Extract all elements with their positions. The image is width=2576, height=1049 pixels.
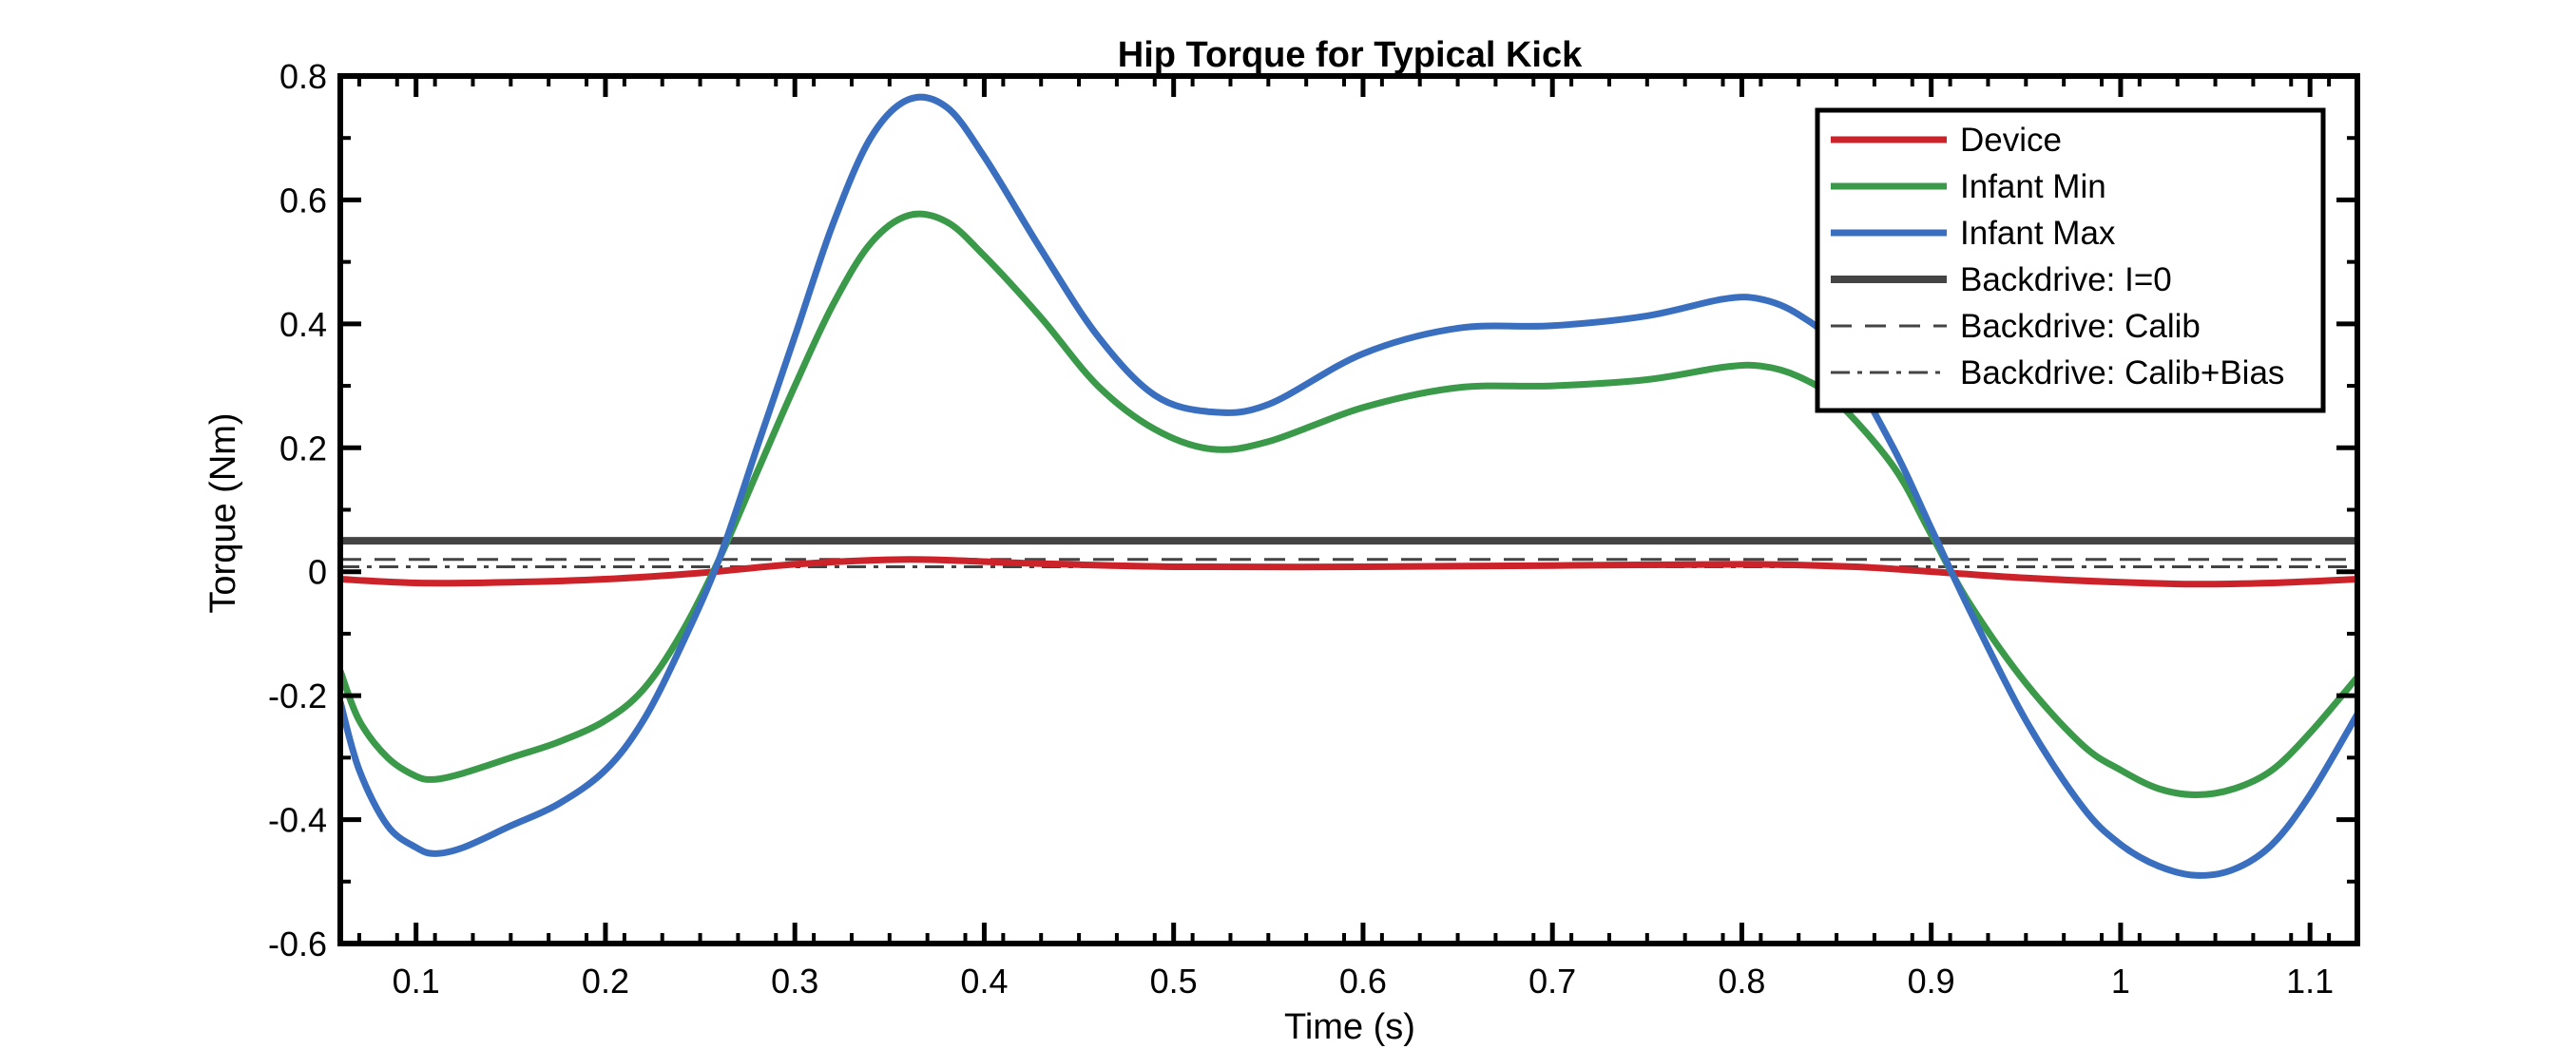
y-tick-label: 0.8 xyxy=(279,57,327,96)
series-line-device xyxy=(340,556,2357,588)
y-axis-label: Torque (Nm) xyxy=(203,412,243,613)
y-tick-label: 0.6 xyxy=(279,181,327,219)
legend-entry: Device xyxy=(1960,122,2062,159)
y-tick-label: -0.2 xyxy=(268,677,327,715)
x-axis-label: Time (s) xyxy=(1284,1007,1415,1047)
x-tick-label: 1.1 xyxy=(2286,962,2334,1001)
x-tick-label: 0.2 xyxy=(582,962,629,1001)
legend: Device Infant Min Infant Max Backdrive: I=0… xyxy=(1815,107,2326,413)
x-tick-label: 0.8 xyxy=(1718,962,1765,1001)
y-tick-label: -0.4 xyxy=(268,801,327,840)
plot-area xyxy=(340,93,2357,879)
x-tick-label: 0.4 xyxy=(960,962,1008,1001)
series-line-infant-min xyxy=(340,210,2357,798)
x-tick-label: 0.7 xyxy=(1528,962,1576,1001)
x-tick-label: 0.5 xyxy=(1150,962,1198,1001)
chart-title: Hip Torque for Typical Kick xyxy=(1118,35,1583,75)
x-tick-label: 0.6 xyxy=(1339,962,1387,1001)
legend-entry: Infant Min xyxy=(1960,168,2106,205)
axis-ticks: 0.1 0.2 0.3 0.4 0.5 0.6 0.7 0.8 0.9 1 1.1 -0.6 -0.4 -… xyxy=(268,57,2357,1001)
x-tick-label: 0.1 xyxy=(393,962,440,1001)
x-tick-label: 0.9 xyxy=(1908,962,1955,1001)
y-tick-label: 0.2 xyxy=(279,429,327,467)
x-tick-label: 1 xyxy=(2111,962,2130,1001)
y-tick-label: 0.4 xyxy=(279,305,327,344)
series-line-infant-max xyxy=(340,93,2357,879)
legend-entry: Backdrive: Calib xyxy=(1960,308,2201,345)
legend-box xyxy=(1815,107,2326,413)
x-tick-label: 0.3 xyxy=(771,962,818,1001)
legend-entry: Infant Max xyxy=(1960,215,2116,252)
y-tick-label: -0.6 xyxy=(268,925,327,963)
y-tick-label: 0 xyxy=(308,553,327,592)
legend-entry: Backdrive: I=0 xyxy=(1960,261,2172,298)
legend-entry: Backdrive: Calib+Bias xyxy=(1960,354,2284,391)
